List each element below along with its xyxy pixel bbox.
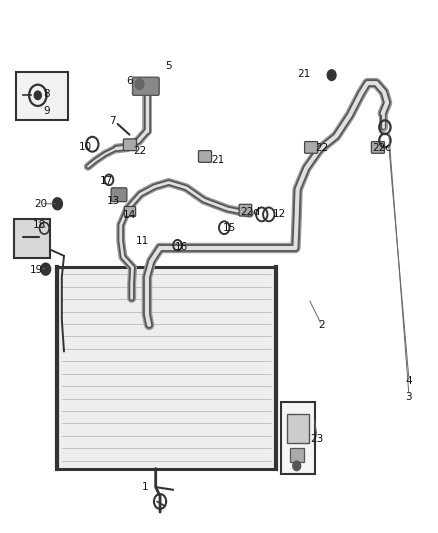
- FancyBboxPatch shape: [239, 204, 252, 216]
- Circle shape: [135, 79, 144, 90]
- Text: 5: 5: [166, 61, 172, 70]
- Circle shape: [41, 263, 50, 275]
- Text: 13: 13: [107, 196, 120, 206]
- Text: 4: 4: [406, 376, 412, 386]
- Text: 18: 18: [32, 220, 46, 230]
- Text: 15: 15: [223, 223, 237, 233]
- FancyBboxPatch shape: [287, 414, 309, 443]
- Circle shape: [293, 461, 300, 471]
- FancyBboxPatch shape: [16, 72, 68, 120]
- Text: 1: 1: [141, 482, 148, 492]
- Text: 22: 22: [315, 143, 328, 154]
- Text: 19: 19: [30, 265, 43, 275]
- Text: 6: 6: [126, 77, 133, 86]
- Circle shape: [53, 198, 62, 209]
- Text: 22: 22: [133, 146, 146, 156]
- Text: 8: 8: [43, 88, 50, 99]
- Circle shape: [34, 91, 41, 100]
- Text: 22c: 22c: [372, 143, 391, 154]
- Text: 7: 7: [109, 116, 115, 126]
- Text: 9: 9: [43, 106, 50, 116]
- Text: 22d: 22d: [240, 207, 260, 217]
- Text: 17: 17: [100, 176, 113, 187]
- Text: 23: 23: [311, 434, 324, 445]
- Text: 20: 20: [35, 199, 48, 209]
- FancyBboxPatch shape: [304, 142, 318, 154]
- Text: 14: 14: [123, 211, 136, 221]
- Text: 2: 2: [318, 320, 325, 330]
- Text: 16: 16: [175, 242, 188, 252]
- Text: 21: 21: [212, 155, 225, 165]
- FancyBboxPatch shape: [282, 402, 315, 474]
- FancyBboxPatch shape: [14, 219, 50, 258]
- Text: 11: 11: [136, 236, 149, 246]
- Text: 3: 3: [406, 392, 412, 402]
- FancyBboxPatch shape: [371, 142, 385, 154]
- Text: 21: 21: [297, 69, 311, 79]
- Text: 10: 10: [79, 142, 92, 152]
- Circle shape: [327, 70, 336, 80]
- FancyBboxPatch shape: [124, 206, 136, 216]
- FancyBboxPatch shape: [111, 188, 127, 201]
- Text: 12: 12: [272, 209, 286, 220]
- FancyBboxPatch shape: [133, 77, 159, 95]
- FancyBboxPatch shape: [290, 448, 304, 462]
- FancyBboxPatch shape: [57, 266, 276, 469]
- FancyBboxPatch shape: [124, 139, 137, 151]
- FancyBboxPatch shape: [198, 151, 212, 163]
